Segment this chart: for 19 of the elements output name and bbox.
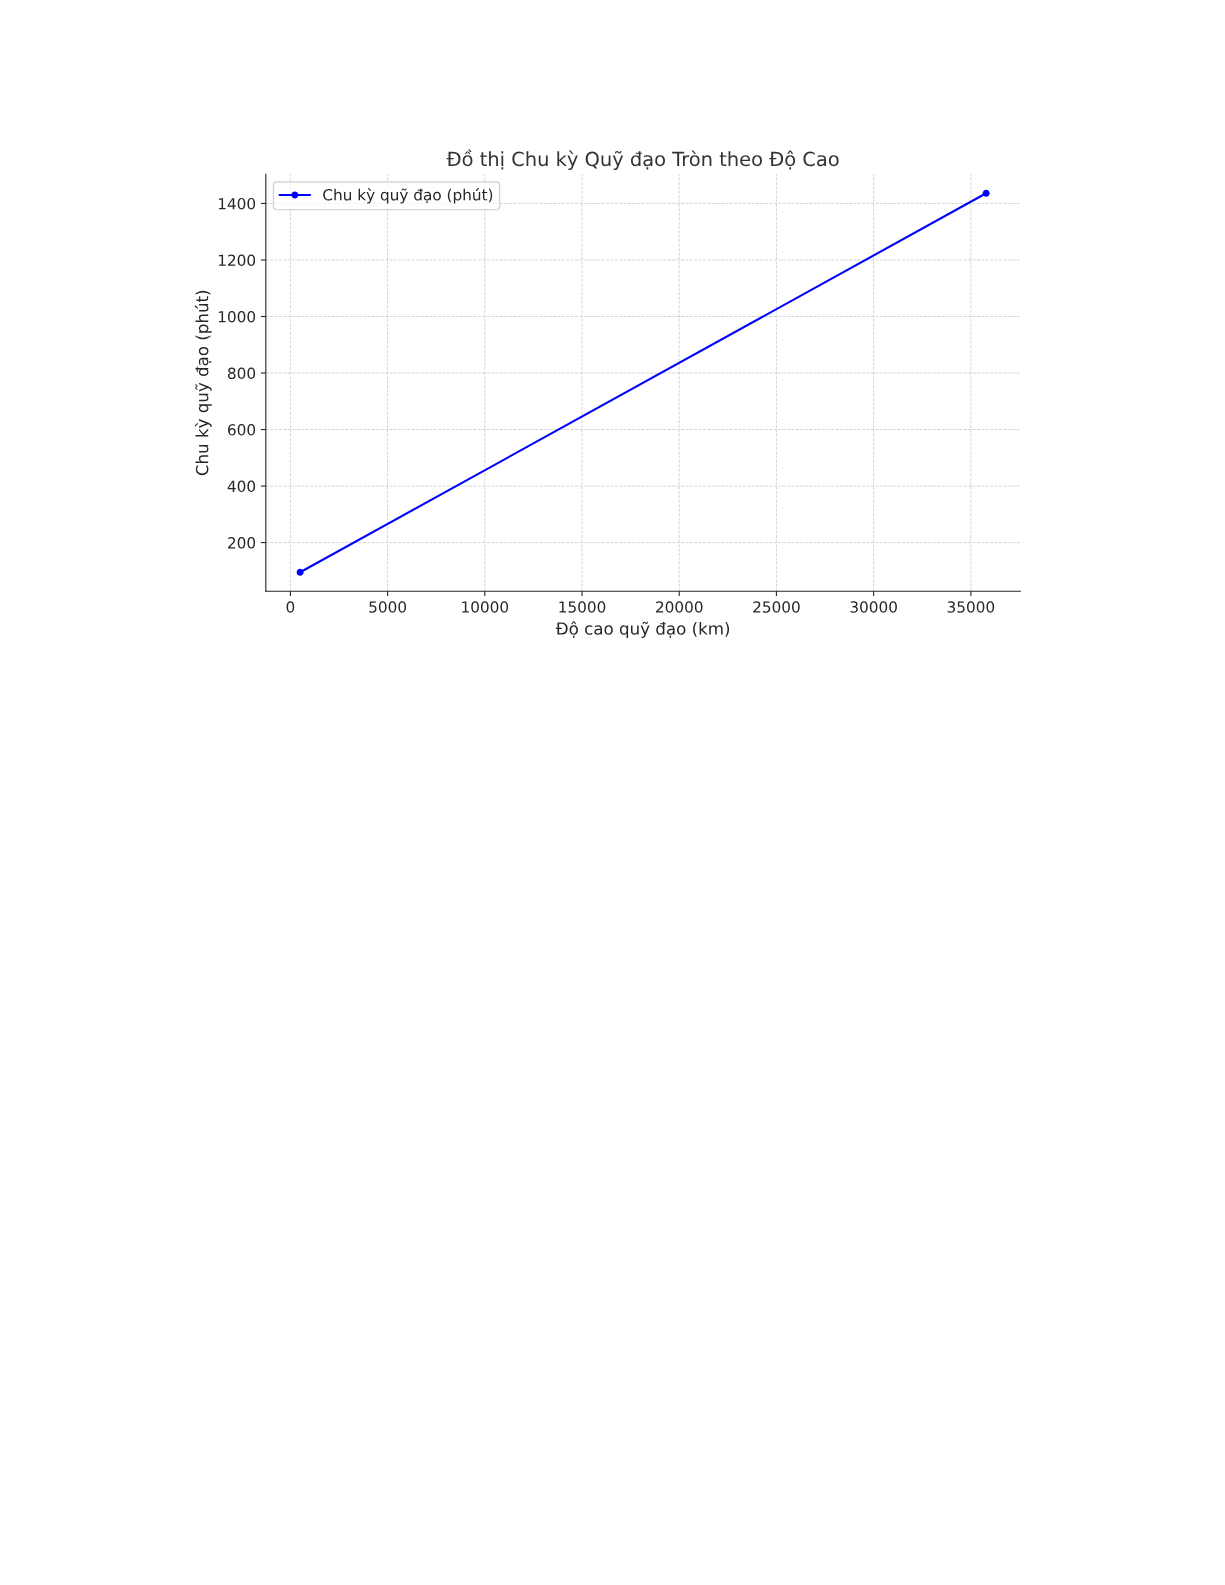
y-tick-label: 600: [228, 424, 256, 436]
x-tick-label: 0: [286, 601, 295, 613]
x-tick-label: 5000: [369, 601, 407, 613]
x-tick-label: 30000: [850, 601, 897, 613]
x-tick-label: 20000: [656, 601, 703, 613]
y-tick-label: 1000: [218, 310, 256, 323]
x-axis-title: Độ cao quỹ đạo (km): [555, 621, 730, 639]
y-tick-label: 1200: [218, 254, 256, 266]
y-tick-label: 1400: [218, 197, 256, 210]
chart-title: Đồ thị Chu kỳ Quỹ đạo Tròn theo Độ Cao: [446, 149, 839, 171]
x-tick-label: 10000: [462, 601, 509, 613]
x-tick-label: 15000: [559, 601, 606, 613]
y-tick-label: 400: [227, 480, 256, 493]
x-tick-label: 35000: [947, 601, 995, 613]
legend-label: Chu kỳ quỹ đạo (phút): [323, 188, 493, 204]
y-tick-label: 800: [227, 367, 256, 380]
y-tick-label: 200: [228, 537, 256, 549]
y-axis-title: Chu kỳ quỹ đạo (phút): [194, 290, 212, 476]
x-tick-label: 25000: [753, 601, 800, 613]
